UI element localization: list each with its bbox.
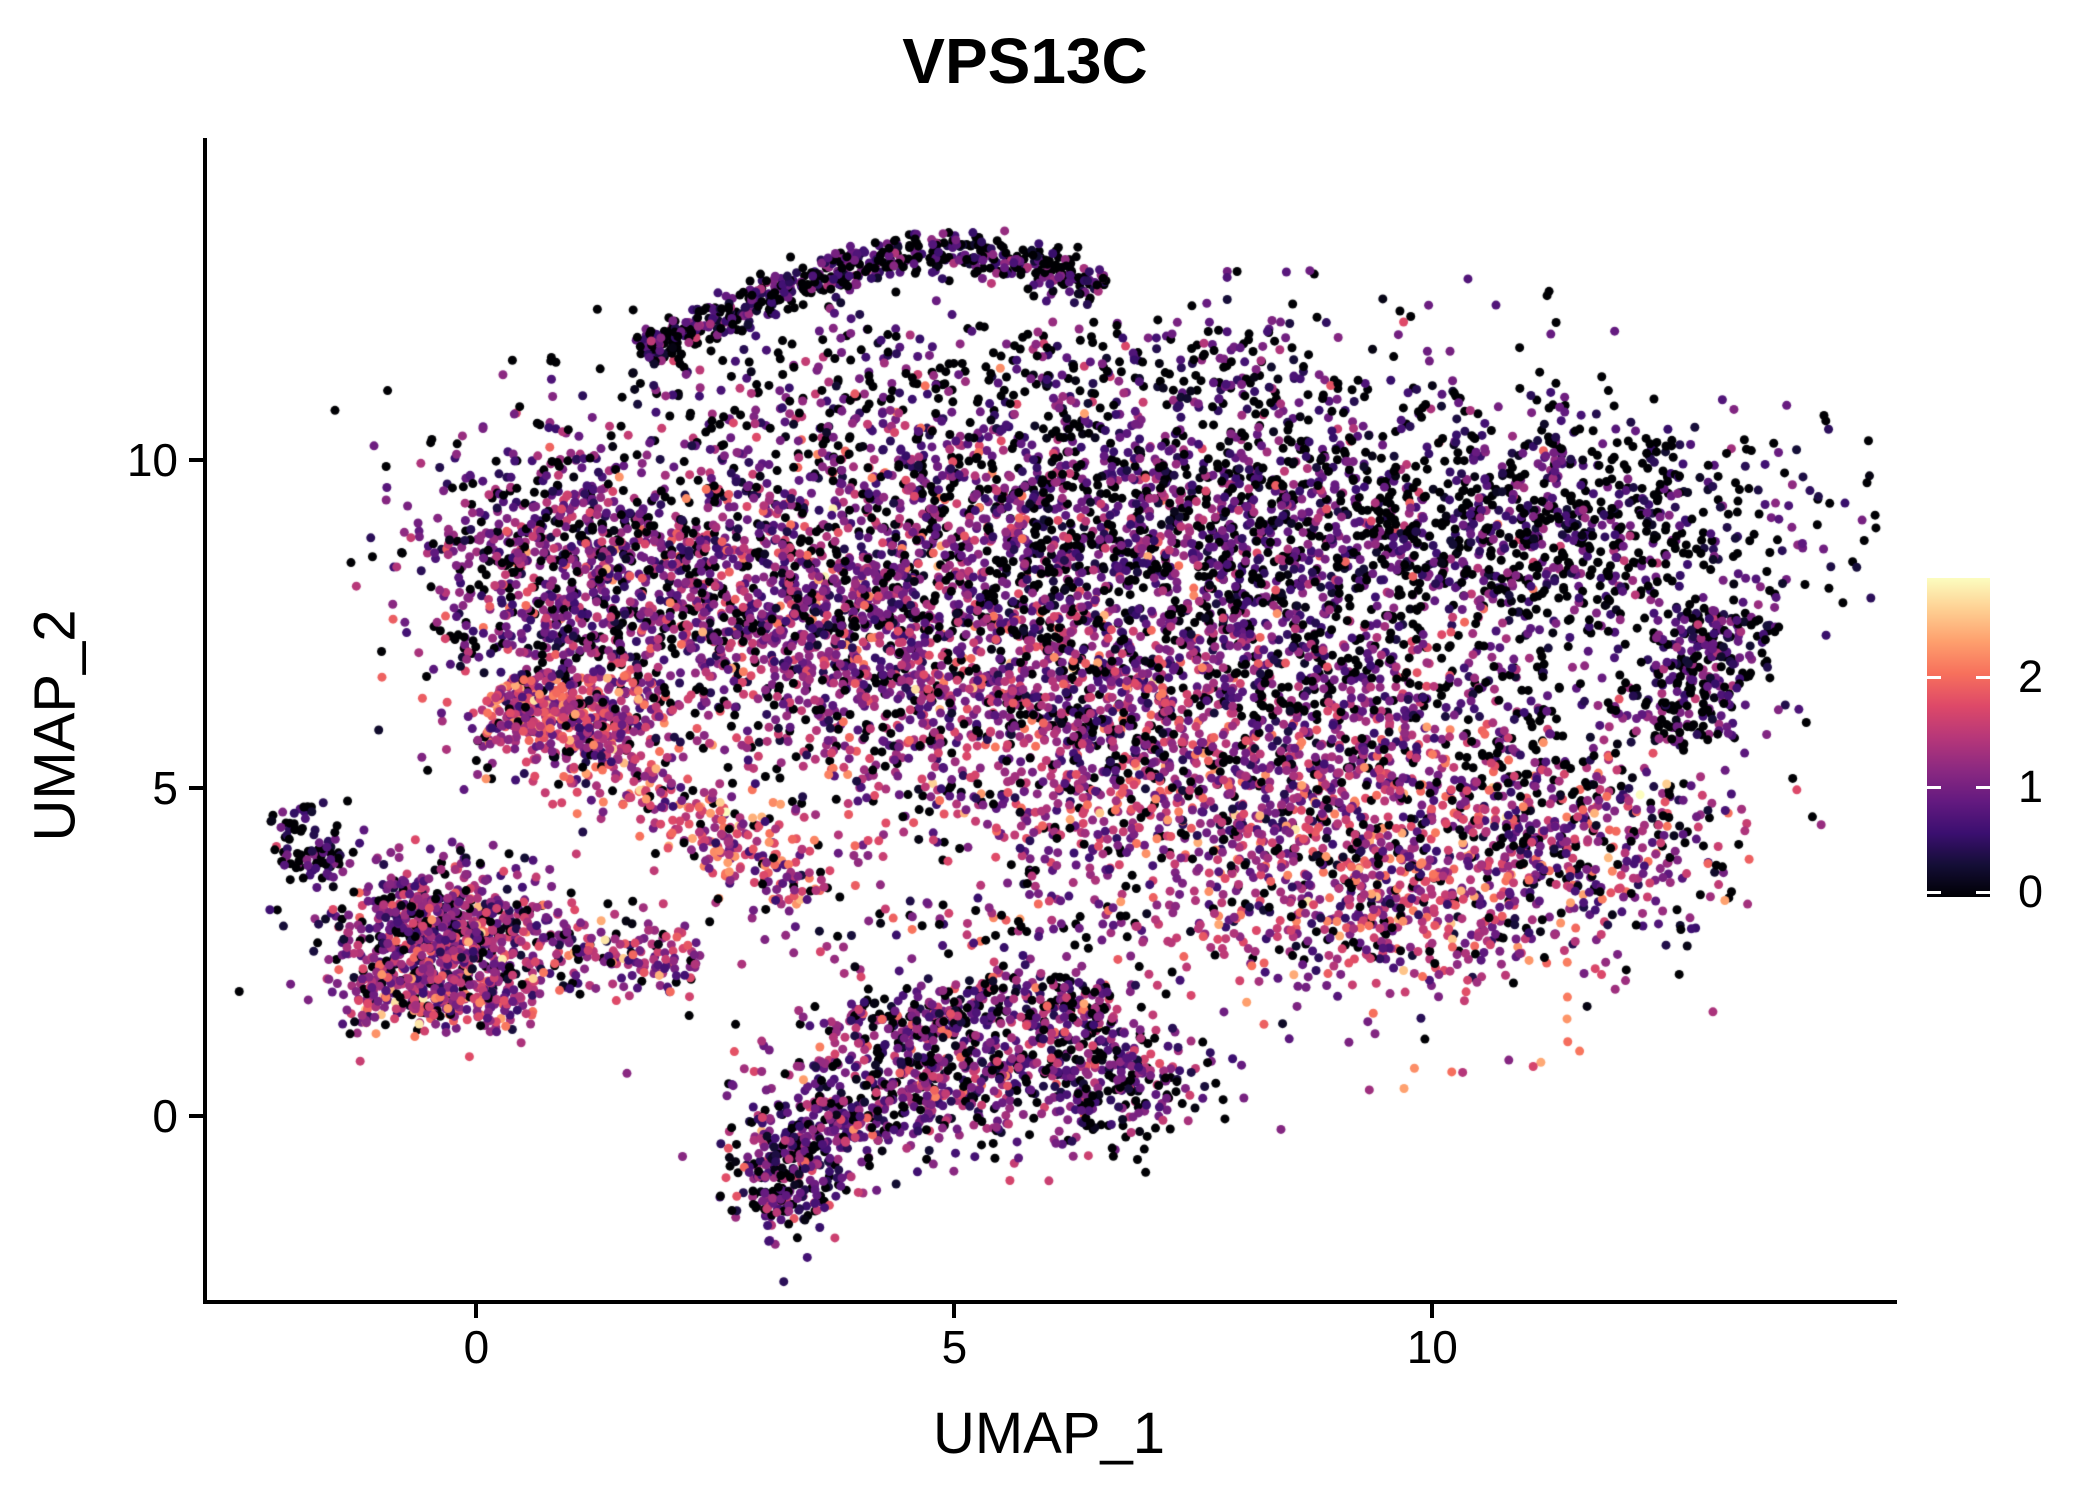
colorbar-tick-mark [1927,786,1941,789]
x-tick-mark [1430,1304,1435,1318]
plot-title: VPS13C [902,25,1148,97]
y-tick-label: 10 [126,434,178,486]
y-tick-mark [189,1113,203,1118]
colorbar-tick-mark [1976,786,1990,789]
colorbar-tick-label: 2 [2018,651,2044,702]
y-tick-mark [189,785,203,790]
y-axis-title: UMAP_2 [22,609,88,842]
y-tick-label: 0 [152,1089,178,1142]
colorbar-tick-mark [1976,676,1990,679]
plot-panel [205,140,1893,1302]
x-tick-label: 5 [941,1321,968,1373]
x-tick-mark [952,1304,957,1318]
y-tick-mark [189,458,203,462]
colorbar-tick-label: 1 [2018,761,2044,812]
colorbar-tick-mark [1976,891,1990,894]
scatter-points-canvas [205,140,1893,1302]
expression-colorbar [1927,578,1990,897]
x-axis-line [203,1300,1897,1304]
colorbar-tick-mark [1927,676,1941,679]
x-tick-mark [474,1304,479,1318]
y-axis-line [203,138,207,1304]
y-tick-label: 5 [152,761,178,814]
x-tick-label: 10 [1406,1321,1458,1373]
colorbar-tick-label: 0 [2018,866,2044,917]
x-axis-title: UMAP_1 [932,1401,1166,1466]
x-tick-label: 0 [463,1321,490,1373]
colorbar-tick-mark [1927,891,1941,894]
